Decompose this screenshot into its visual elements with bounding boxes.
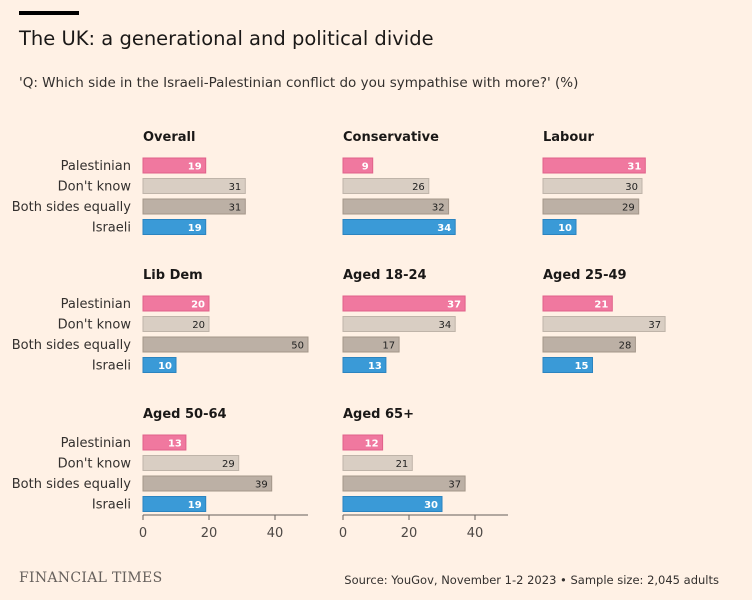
bar-aged-25-49-don-t-know: [542, 316, 666, 332]
data-label: 37: [448, 480, 461, 491]
data-label: 15: [575, 361, 589, 372]
bar-lib-dem-israeli: [142, 357, 177, 373]
bar-aged-18-24-don-t-know: [342, 316, 456, 332]
data-label: 21: [396, 459, 409, 470]
small-multiples-chart: Overall 19 Palestinian 31 Don't know 31 Both s…: [12, 130, 666, 541]
data-label: 13: [168, 439, 182, 450]
data-label: 29: [222, 459, 235, 470]
panel-title-labour: Labour: [543, 130, 595, 145]
x-tick-label: 0: [139, 526, 147, 541]
bar-aged-65-don-t-know: [342, 455, 413, 471]
bar-aged-50-64-both-sides-equally: [142, 475, 273, 492]
bar-aged-50-64-israeli: [142, 496, 207, 512]
page-title: The UK: a generational and political div…: [19, 27, 434, 50]
bar-overall-don-t-know: [142, 178, 246, 194]
category-label-israeli: Israeli: [92, 221, 131, 236]
data-label: 19: [188, 500, 202, 511]
bar-aged-25-49-both-sides-equally: [542, 336, 636, 353]
category-label-don-t-know: Don't know: [58, 457, 132, 472]
x-tick-label: 40: [467, 526, 484, 541]
bar-conservative-palestinian: [342, 157, 374, 174]
bar-lib-dem-don-t-know: [142, 316, 210, 332]
data-label: 9: [362, 162, 369, 173]
bar-aged-65-both-sides-equally: [342, 475, 466, 492]
category-label-don-t-know: Don't know: [58, 180, 132, 195]
data-label: 39: [255, 480, 268, 491]
data-label: 31: [229, 182, 242, 193]
data-label: 26: [412, 182, 425, 193]
x-tick-label: 20: [201, 526, 218, 541]
category-label-palestinian: Palestinian: [61, 436, 131, 451]
bar-overall-palestinian: [142, 157, 207, 174]
bar-conservative-both-sides-equally: [342, 198, 450, 215]
bar-lib-dem-palestinian: [142, 295, 210, 312]
data-label: 31: [627, 162, 641, 173]
source-note: Source: YouGov, November 1-2 2023 • Samp…: [344, 573, 719, 587]
category-label-israeli: Israeli: [92, 498, 131, 513]
bar-aged-25-49-palestinian: [542, 295, 613, 312]
ft-logo: FINANCIAL TIMES: [19, 570, 163, 586]
bar-conservative-don-t-know: [342, 178, 430, 194]
panel-title-aged-50-64: Aged 50-64: [143, 407, 227, 422]
bar-aged-65-palestinian: [342, 434, 384, 451]
bar-labour-don-t-know: [542, 178, 643, 194]
category-label-don-t-know: Don't know: [58, 318, 132, 333]
data-label: 34: [438, 320, 451, 331]
bar-aged-25-49-israeli: [542, 357, 593, 373]
panel-title-aged-25-49: Aged 25-49: [543, 268, 627, 283]
data-label: 17: [382, 341, 395, 352]
data-label: 19: [188, 223, 202, 234]
data-label: 32: [432, 203, 445, 214]
bar-labour-both-sides-equally: [542, 198, 640, 215]
data-label: 21: [594, 300, 608, 311]
category-label-both-sides-equally: Both sides equally: [12, 200, 132, 215]
panel-title-aged-18-24: Aged 18-24: [343, 268, 427, 283]
bar-lib-dem-both-sides-equally: [142, 336, 309, 353]
bar-overall-israeli: [142, 219, 207, 235]
header-accent-bar: [19, 11, 79, 15]
data-label: 31: [229, 203, 242, 214]
panel-title-lib-dem: Lib Dem: [143, 268, 203, 283]
data-label: 29: [622, 203, 635, 214]
bar-labour-israeli: [542, 219, 577, 235]
data-label: 37: [447, 300, 461, 311]
category-label-both-sides-equally: Both sides equally: [12, 477, 132, 492]
data-label: 34: [437, 223, 451, 234]
data-label: 20: [191, 300, 205, 311]
panel-title-aged-65: Aged 65+: [343, 407, 414, 422]
data-label: 50: [291, 341, 304, 352]
bar-labour-palestinian: [542, 157, 646, 174]
category-label-palestinian: Palestinian: [61, 297, 131, 312]
category-label-israeli: Israeli: [92, 359, 131, 374]
x-tick-label: 40: [267, 526, 284, 541]
bar-aged-18-24-israeli: [342, 357, 387, 373]
data-label: 30: [424, 500, 438, 511]
data-label: 12: [365, 439, 379, 450]
data-label: 10: [158, 361, 172, 372]
category-label-both-sides-equally: Both sides equally: [12, 338, 132, 353]
data-label: 20: [192, 320, 205, 331]
bar-conservative-israeli: [342, 219, 456, 235]
bar-aged-18-24-palestinian: [342, 295, 466, 312]
data-label: 30: [625, 182, 638, 193]
data-label: 13: [368, 361, 382, 372]
bar-aged-50-64-don-t-know: [142, 455, 240, 471]
panel-title-conservative: Conservative: [343, 130, 439, 145]
bar-overall-both-sides-equally: [142, 198, 246, 215]
chart-subtitle: 'Q: Which side in the Israeli-Palestinia…: [19, 75, 579, 91]
data-label: 19: [188, 162, 202, 173]
bar-aged-18-24-both-sides-equally: [342, 336, 400, 353]
panel-title-overall: Overall: [143, 130, 195, 145]
x-tick-label: 20: [401, 526, 418, 541]
data-label: 10: [558, 223, 572, 234]
data-label: 37: [648, 320, 661, 331]
data-label: 28: [619, 341, 632, 352]
category-label-palestinian: Palestinian: [61, 159, 131, 174]
bar-aged-65-israeli: [342, 496, 443, 512]
bar-aged-50-64-palestinian: [142, 434, 187, 451]
x-tick-label: 0: [339, 526, 347, 541]
